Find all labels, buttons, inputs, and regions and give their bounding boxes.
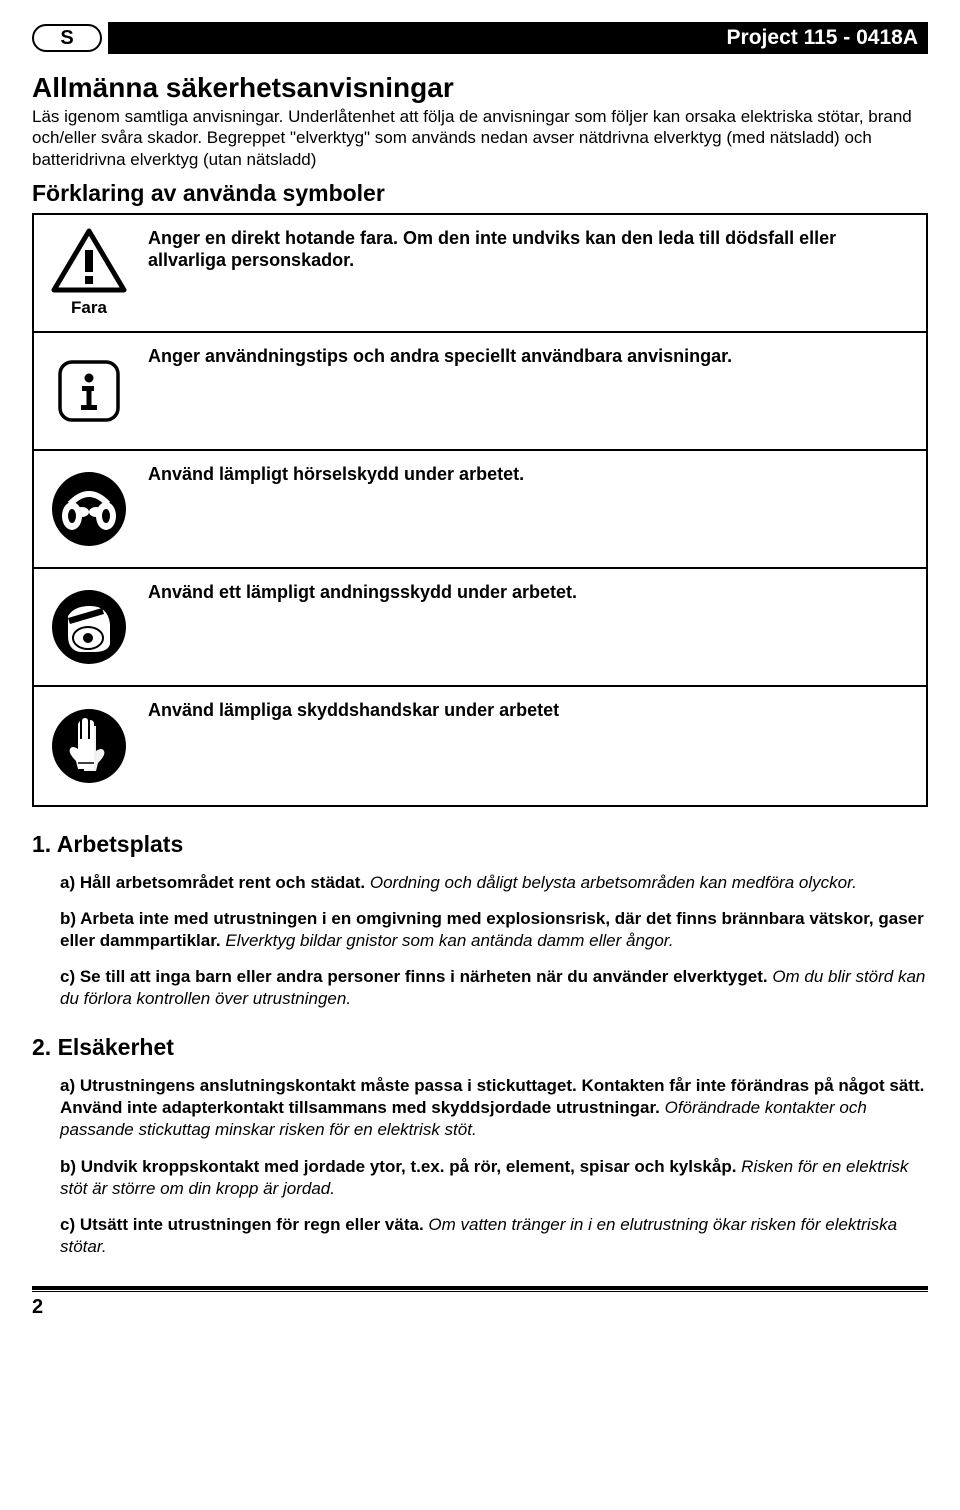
bottom-rule: [32, 1286, 928, 1292]
symbol-text: Anger en direkt hotande fara. Om den int…: [144, 215, 926, 331]
header-row: S Project 115 - 0418A: [32, 22, 928, 54]
project-label: Project 115 - 0418A: [727, 26, 918, 50]
page: S Project 115 - 0418A Allmänna säkerhets…: [0, 0, 960, 1339]
symbol-row-info: Anger användningstips och andra speciell…: [34, 333, 926, 451]
symbol-text: Använd lämpligt hörselskydd under arbete…: [144, 451, 926, 567]
icon-caption: Fara: [71, 298, 107, 318]
section-title-1: 1. Arbetsplats: [32, 831, 928, 858]
icon-cell: Fara: [34, 215, 144, 331]
gloves-icon: [50, 707, 128, 785]
symbols-heading: Förklaring av använda symboler: [32, 180, 928, 207]
symbol-text: Använd lämpliga skyddshandskar under arb…: [144, 687, 926, 805]
section-title-2: 2. Elsäkerhet: [32, 1034, 928, 1061]
list-item: a) Utrustningens anslutningskontakt måst…: [32, 1075, 928, 1141]
item-bold: a) Håll arbetsområdet rent och städat.: [60, 873, 365, 892]
symbol-row-respirator: Använd ett lämpligt andningsskydd under …: [34, 569, 926, 687]
header-bar: Project 115 - 0418A: [108, 22, 928, 54]
symbol-table: Fara Anger en direkt hotande fara. Om de…: [32, 213, 928, 807]
icon-cell: [34, 569, 144, 685]
page-number: 2: [32, 1296, 928, 1319]
main-title: Allmänna säkerhetsanvisningar: [32, 72, 928, 104]
intro-text: Läs igenom samtliga anvisningar. Underlå…: [32, 106, 928, 170]
item-ital: Oordning och dåligt belysta arbetsområde…: [365, 873, 857, 892]
symbol-row-hearing: Använd lämpligt hörselskydd under arbete…: [34, 451, 926, 569]
warning-triangle-icon: [51, 228, 127, 294]
item-ital: Elverktyg bildar gnistor som kan antända…: [221, 931, 674, 950]
item-bold: b) Undvik kroppskontakt med jordade ytor…: [60, 1157, 736, 1176]
item-bold: c) Utsätt inte utrustningen för regn ell…: [60, 1215, 424, 1234]
list-item: c) Utsätt inte utrustningen för regn ell…: [32, 1214, 928, 1258]
respirator-icon: [50, 588, 128, 666]
icon-cell: [34, 687, 144, 805]
list-item: a) Håll arbetsområdet rent och städat. O…: [32, 872, 928, 894]
symbol-row-gloves: Använd lämpliga skyddshandskar under arb…: [34, 687, 926, 805]
list-item: c) Se till att inga barn eller andra per…: [32, 966, 928, 1010]
item-bold: c) Se till att inga barn eller andra per…: [60, 967, 768, 986]
icon-cell: [34, 333, 144, 449]
language-badge: S: [32, 24, 102, 52]
symbol-text: Använd ett lämpligt andningsskydd under …: [144, 569, 926, 685]
icon-cell: [34, 451, 144, 567]
symbol-text: Anger användningstips och andra speciell…: [144, 333, 926, 449]
ear-protection-icon: [50, 470, 128, 548]
list-item: b) Arbeta inte med utrustningen i en omg…: [32, 908, 928, 952]
info-icon: [56, 358, 122, 424]
symbol-row-danger: Fara Anger en direkt hotande fara. Om de…: [34, 215, 926, 333]
list-item: b) Undvik kroppskontakt med jordade ytor…: [32, 1156, 928, 1200]
